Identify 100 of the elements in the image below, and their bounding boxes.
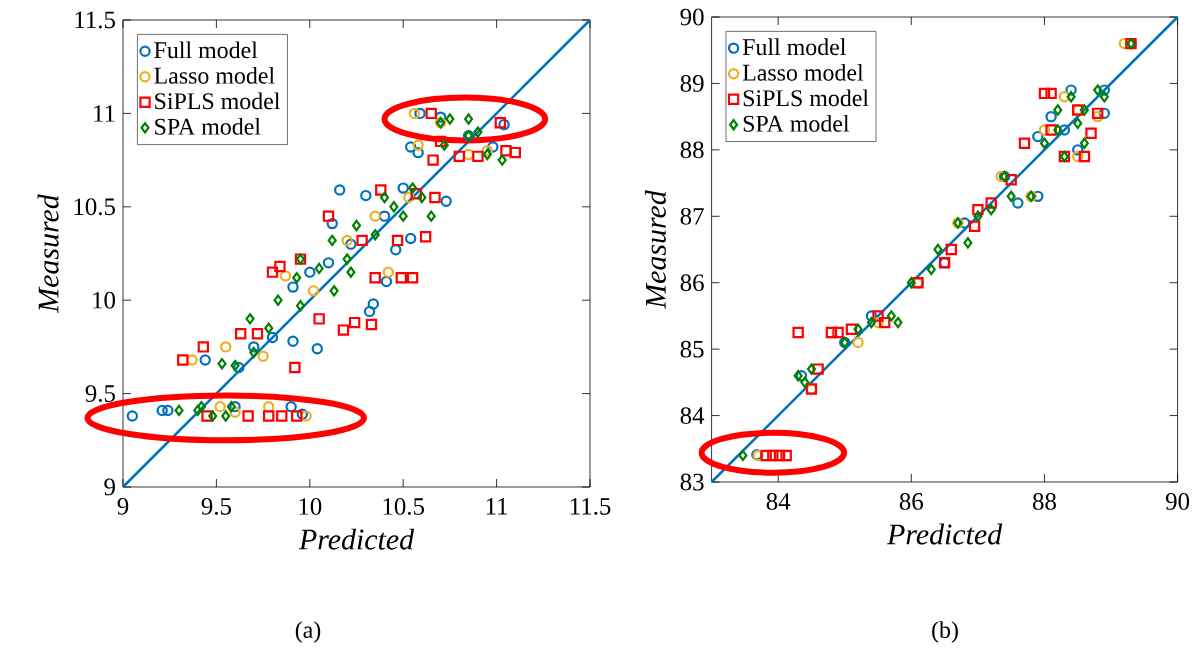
y-tick-label: 88 bbox=[680, 141, 704, 159]
point bbox=[348, 316, 361, 329]
point bbox=[341, 234, 353, 247]
point bbox=[406, 272, 419, 284]
point bbox=[773, 449, 786, 462]
point bbox=[390, 244, 402, 256]
point bbox=[367, 298, 380, 310]
x-tick-label: 10 bbox=[299, 498, 322, 515]
point bbox=[1039, 137, 1050, 149]
point bbox=[345, 238, 357, 250]
point bbox=[800, 376, 810, 389]
point bbox=[329, 285, 339, 297]
point bbox=[1079, 137, 1089, 149]
point bbox=[1065, 84, 1077, 96]
point bbox=[878, 316, 891, 329]
point bbox=[832, 326, 844, 339]
legend-label: Lasso model bbox=[154, 66, 275, 84]
point bbox=[229, 406, 241, 418]
x-tick-label: 9 bbox=[117, 498, 129, 515]
point bbox=[481, 145, 493, 157]
point bbox=[893, 316, 903, 329]
point bbox=[866, 316, 876, 329]
point bbox=[337, 324, 350, 336]
point bbox=[1058, 124, 1071, 136]
point bbox=[378, 210, 391, 222]
legend-label: Lasso model bbox=[742, 63, 864, 81]
point bbox=[248, 341, 260, 353]
point bbox=[1079, 104, 1089, 116]
point bbox=[429, 191, 441, 204]
y-tick-label: 9.5 bbox=[85, 385, 115, 403]
point bbox=[196, 400, 207, 413]
x-tick-label: 11.5 bbox=[570, 498, 611, 515]
point bbox=[410, 188, 422, 200]
text: (a) bbox=[295, 621, 321, 643]
x-axis-title: Predicted bbox=[886, 523, 1003, 545]
point bbox=[226, 400, 236, 413]
y-tick-label: 90 bbox=[680, 8, 704, 26]
point bbox=[346, 266, 356, 278]
point bbox=[273, 294, 283, 306]
point bbox=[482, 148, 492, 161]
point bbox=[933, 243, 943, 256]
point bbox=[351, 219, 362, 232]
point bbox=[229, 400, 241, 413]
point bbox=[404, 232, 417, 245]
point bbox=[370, 229, 380, 241]
point bbox=[1078, 150, 1091, 163]
point bbox=[156, 404, 168, 417]
point bbox=[199, 354, 211, 366]
y-axis-title: Measured bbox=[644, 190, 666, 310]
y-tick-label: 89 bbox=[680, 75, 704, 92]
point bbox=[201, 410, 213, 422]
point bbox=[214, 400, 226, 413]
point bbox=[425, 107, 437, 120]
point bbox=[462, 148, 475, 161]
point bbox=[408, 107, 421, 120]
point bbox=[963, 237, 973, 249]
point bbox=[417, 191, 427, 204]
point bbox=[494, 117, 507, 129]
point bbox=[263, 410, 275, 422]
point bbox=[174, 404, 184, 417]
point bbox=[249, 346, 259, 359]
point bbox=[369, 272, 381, 284]
y-tick-label: 86 bbox=[680, 274, 704, 292]
point bbox=[285, 400, 297, 413]
point bbox=[1038, 87, 1051, 100]
point bbox=[1058, 91, 1071, 103]
point bbox=[289, 361, 301, 374]
point bbox=[926, 263, 936, 276]
point bbox=[251, 328, 264, 340]
point bbox=[242, 410, 254, 422]
point bbox=[266, 331, 279, 344]
point bbox=[221, 410, 231, 422]
point bbox=[314, 262, 324, 275]
point bbox=[1045, 124, 1057, 136]
point bbox=[208, 410, 218, 422]
x-axis-title: Predicted bbox=[298, 528, 415, 550]
point bbox=[403, 191, 415, 204]
point bbox=[853, 323, 863, 335]
point bbox=[1098, 84, 1111, 96]
legend-label: Full model bbox=[742, 38, 846, 56]
point bbox=[1053, 104, 1063, 116]
point bbox=[793, 370, 803, 382]
point bbox=[845, 323, 858, 335]
point bbox=[230, 359, 240, 372]
point bbox=[872, 310, 884, 322]
point bbox=[945, 243, 957, 256]
point bbox=[291, 410, 303, 422]
x-tick-label: 84 bbox=[766, 493, 791, 510]
point bbox=[296, 408, 309, 420]
y-axis-title: Measured bbox=[37, 194, 59, 314]
point bbox=[1053, 124, 1063, 136]
point bbox=[391, 234, 404, 247]
y-tick-label: 11.5 bbox=[75, 11, 115, 29]
point bbox=[1005, 174, 1017, 186]
point bbox=[487, 141, 499, 153]
point bbox=[356, 234, 368, 247]
point bbox=[767, 449, 779, 462]
point bbox=[439, 139, 449, 151]
point bbox=[865, 310, 878, 322]
point bbox=[1072, 144, 1084, 156]
